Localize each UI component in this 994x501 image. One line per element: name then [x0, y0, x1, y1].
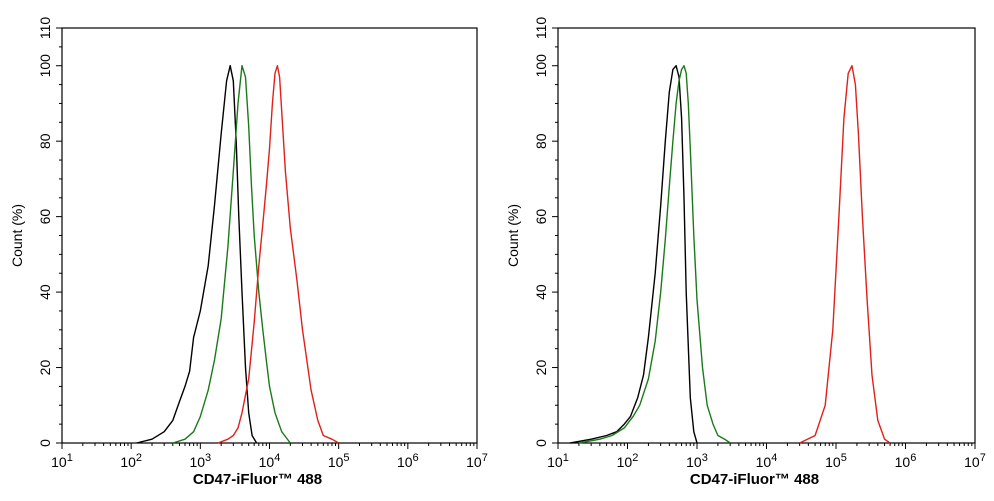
x-tick-label: 107	[466, 452, 488, 470]
x-tick-label: 106	[397, 452, 419, 470]
histogram-curve-3	[217, 64, 340, 444]
x-tick-label: 102	[120, 452, 142, 470]
y-tick-label: 110	[37, 17, 53, 40]
y-tick-label: 60	[37, 209, 53, 225]
y-tick-label: 110	[533, 17, 549, 40]
y-tick-label: 20	[533, 360, 549, 376]
y-tick-label: 0	[37, 439, 53, 447]
x-tick-label: 107	[964, 452, 986, 470]
x-tick-label: 104	[756, 452, 778, 470]
histogram-curve-1	[136, 64, 258, 444]
y-tick-label: 60	[533, 209, 549, 225]
x-tick-label: 101	[547, 452, 569, 470]
y-tick-label: 100	[37, 54, 53, 78]
histogram-curve-3	[799, 64, 891, 444]
y-tick-label: 80	[533, 133, 549, 149]
x-tick-label: 101	[51, 452, 73, 470]
y-tick-label: 40	[533, 284, 549, 300]
y-axis-title: Count (%)	[505, 204, 521, 267]
histogram-curve-1	[570, 64, 698, 444]
x-axis-title: CD47-iFluor™ 488	[690, 471, 819, 488]
plot-frame	[557, 27, 976, 444]
x-axis-title: CD47-iFluor™ 488	[193, 471, 322, 488]
y-tick-label: 20	[37, 360, 53, 376]
x-tick-label: 105	[825, 452, 847, 470]
y-tick-label: 40	[37, 284, 53, 300]
histogram-curve-2	[172, 64, 291, 444]
x-tick-label: 106	[895, 452, 917, 470]
x-tick-label: 104	[259, 452, 281, 470]
y-tick-label: 80	[37, 133, 53, 149]
chart-panel-1: 0 20 40 60 80 100 110 101 102 103 104 105 106 107 Coun…	[9, 17, 488, 488]
x-tick-label: 105	[328, 452, 350, 470]
x-tick-label: 103	[189, 452, 211, 470]
y-tick-label: 0	[533, 439, 549, 447]
histogram-curve-2	[578, 64, 731, 444]
chart-panel-2: 0 20 40 60 80 100 110 101 102 103 104 105 106 107 Coun…	[505, 17, 986, 488]
y-axis-title: Count (%)	[9, 204, 25, 267]
x-tick-label: 102	[617, 452, 639, 470]
x-tick-label: 103	[686, 452, 708, 470]
y-tick-label: 100	[533, 54, 549, 78]
